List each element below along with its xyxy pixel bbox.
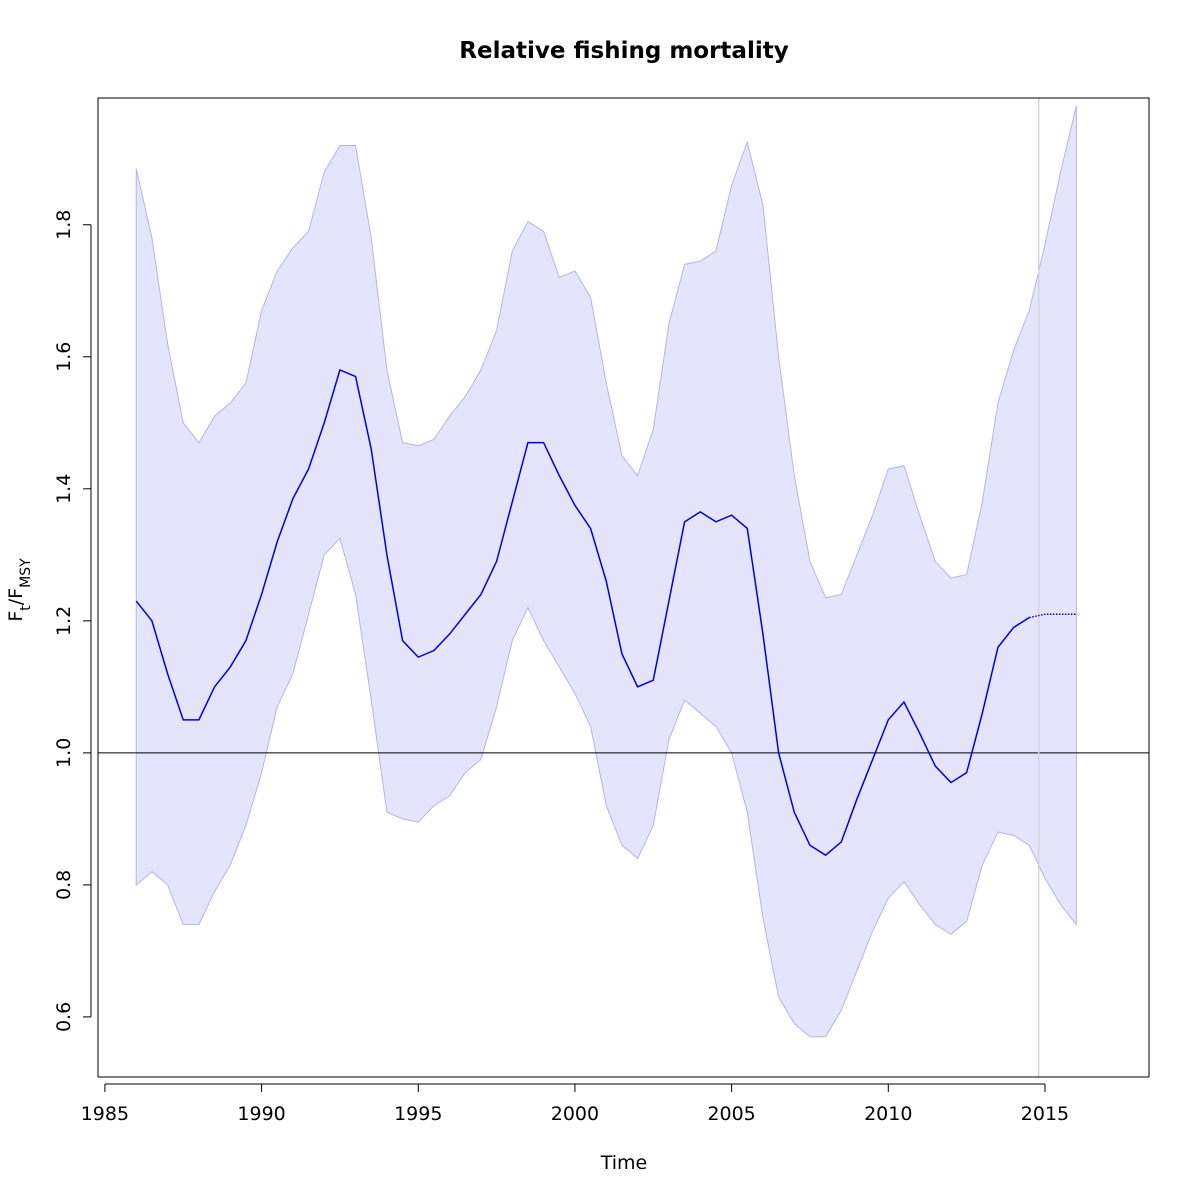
y-tick-label: 1.8 bbox=[53, 210, 75, 240]
x-tick-label: 1985 bbox=[81, 1103, 129, 1125]
y-label-part: F bbox=[5, 611, 27, 622]
y-tick-label: 1.2 bbox=[53, 606, 75, 636]
confidence-band bbox=[135, 105, 1077, 1038]
x-tick-label: 2015 bbox=[1021, 1103, 1069, 1125]
x-tick-label: 2005 bbox=[707, 1103, 755, 1125]
y-axis-label: Ft/FMSY bbox=[5, 558, 34, 622]
y-tick-label: 1.6 bbox=[53, 342, 75, 372]
x-tick-label: 1995 bbox=[394, 1103, 442, 1125]
y-label-sub: t bbox=[18, 605, 34, 611]
x-axis-label: Time bbox=[600, 1152, 648, 1174]
x-tick-label: 2010 bbox=[864, 1103, 912, 1125]
y-tick-label: 0.6 bbox=[53, 1002, 75, 1032]
y-tick-label: 0.8 bbox=[53, 870, 75, 900]
chart-title: Relative fishing mortality bbox=[459, 38, 788, 64]
x-tick-label: 1990 bbox=[237, 1103, 285, 1125]
y-label-sub: MSY bbox=[18, 558, 34, 588]
estimate-line bbox=[135, 368, 1030, 857]
projection-line bbox=[1029, 613, 1077, 619]
y-tick-label: 1.0 bbox=[53, 738, 75, 768]
plot-frame bbox=[97, 97, 1150, 1078]
x-tick-label: 2000 bbox=[551, 1103, 599, 1125]
y-tick-label: 1.4 bbox=[53, 474, 75, 504]
y-label-part: /F bbox=[5, 588, 27, 605]
